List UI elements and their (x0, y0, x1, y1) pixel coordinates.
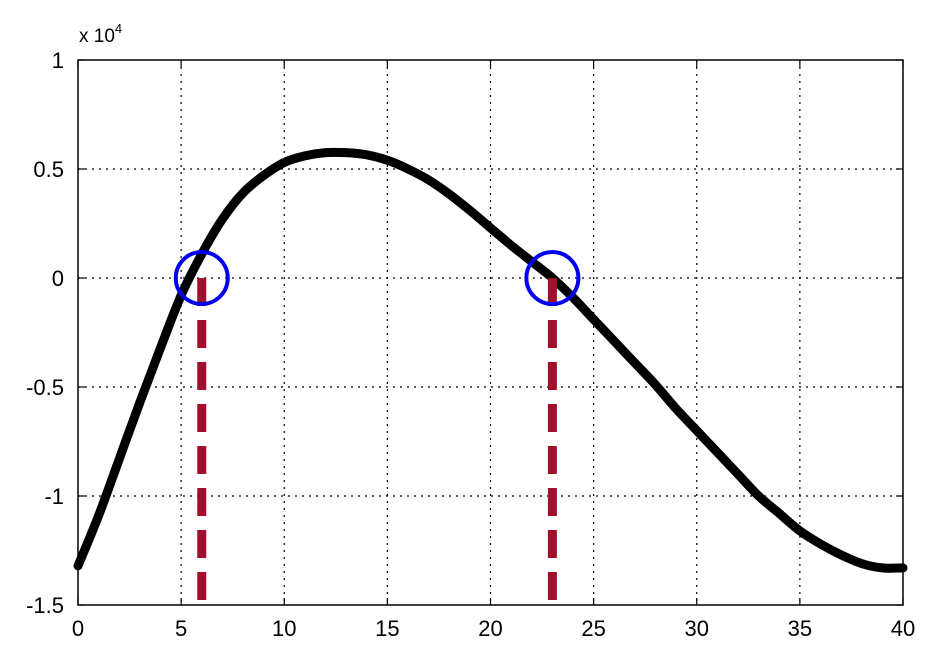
series-line (73, 147, 908, 573)
zero-crossing-circle (524, 250, 581, 306)
grid (78, 60, 903, 605)
x-tick-label: 35 (788, 616, 812, 641)
y-tick-label: 1 (52, 48, 64, 73)
y-tick-label: 0.5 (33, 157, 64, 182)
x-tick-label: 0 (72, 616, 84, 641)
x-axis-ticks: 0 5 10 15 20 25 30 35 40 (72, 60, 915, 641)
annotations (173, 250, 581, 605)
y-multiplier-base: x 10 (79, 26, 115, 47)
x-tick-label: 40 (891, 616, 915, 641)
x-tick-label: 20 (478, 616, 502, 641)
y-axis-multiplier: x 104 (79, 21, 122, 47)
x-tick-label: 15 (375, 616, 399, 641)
x-tick-label: 10 (272, 616, 296, 641)
y-multiplier-exponent: 4 (115, 21, 122, 36)
series-layer (73, 147, 908, 573)
x-tick-label: 5 (175, 616, 187, 641)
y-tick-label: 0 (52, 266, 64, 291)
x-tick-label: 25 (581, 616, 605, 641)
zero-crossing-circle (173, 250, 230, 306)
y-tick-label: -0.5 (26, 375, 64, 400)
y-tick-label: -1.5 (26, 593, 64, 618)
y-tick-label: -1 (44, 484, 64, 509)
y-axis-ticks: 1 0.5 0 -0.5 -1 -1.5 (26, 48, 903, 618)
x-tick-label: 30 (685, 616, 709, 641)
